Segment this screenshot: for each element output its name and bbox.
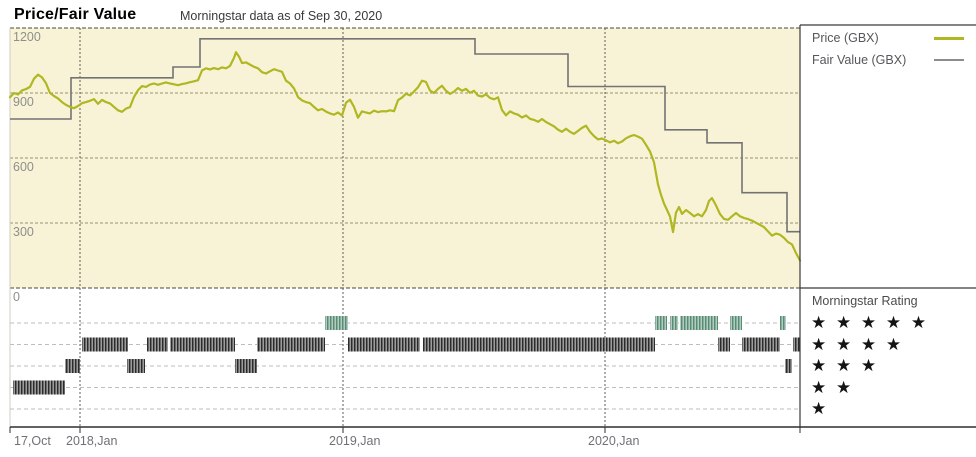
rating-segment-3-star bbox=[65, 359, 80, 373]
rating-segment-5-star bbox=[325, 316, 348, 330]
x-tick-label-2020,Jan: 2020,Jan bbox=[588, 434, 640, 448]
legend-label: Fair Value (GBX) bbox=[812, 53, 907, 67]
rating-segment-5-star bbox=[655, 316, 667, 330]
chart-legend: Price (GBX) Fair Value (GBX) bbox=[812, 27, 964, 71]
rating-row-4-star: ★ ★ ★ ★ bbox=[811, 334, 904, 354]
y-tick-label-900: 900 bbox=[13, 95, 34, 109]
y-tick-label-1200: 1200 bbox=[13, 30, 41, 44]
rating-segment-4-star bbox=[423, 337, 655, 352]
x-tick-label-2019,Jan: 2019,Jan bbox=[329, 434, 381, 448]
y-tick-label-0: 0 bbox=[13, 290, 20, 304]
legend-item-fair-value: Fair Value (GBX) bbox=[812, 49, 964, 71]
rating-segment-4-star bbox=[348, 337, 420, 352]
rating-segment-5-star bbox=[680, 316, 718, 330]
data-as-of-label: Morningstar data as of Sep 30, 2020 bbox=[180, 9, 383, 23]
legend-swatch-line bbox=[934, 36, 964, 40]
legend-swatch-line bbox=[934, 59, 964, 61]
rating-segment-5-star bbox=[780, 316, 786, 330]
rating-row-2-star: ★ ★ bbox=[811, 377, 854, 397]
rating-segment-2-star bbox=[13, 380, 65, 395]
x-tick-label-2018,Jan: 2018,Jan bbox=[66, 434, 118, 448]
rating-segment-4-star bbox=[742, 337, 780, 352]
rating-segment-3-star bbox=[235, 359, 257, 373]
fair-value-line bbox=[10, 38, 800, 233]
x-tick-label-17,Oct: 17,Oct bbox=[14, 434, 51, 448]
rating-row-1-star: ★ bbox=[811, 399, 829, 418]
rating-segment-3-star bbox=[785, 359, 792, 373]
rating-segment-3-star bbox=[127, 359, 145, 373]
rating-segment-4-star bbox=[718, 337, 730, 352]
rating-segment-4-star bbox=[170, 337, 235, 352]
legend-item-price: Price (GBX) bbox=[812, 27, 964, 49]
y-tick-label-600: 600 bbox=[13, 160, 34, 174]
rating-segment-5-star bbox=[730, 316, 742, 330]
rating-row-3-star: ★ ★ ★ bbox=[811, 356, 879, 375]
page-title: Price/Fair Value bbox=[14, 6, 137, 23]
legend-label: Price (GBX) bbox=[812, 31, 879, 45]
y-tick-label-300: 300 bbox=[13, 225, 34, 239]
rating-segment-4-star bbox=[257, 337, 325, 352]
rating-panel-title: Morningstar Rating bbox=[812, 294, 918, 308]
rating-segment-5-star bbox=[670, 316, 678, 330]
rating-segment-4-star bbox=[793, 337, 800, 352]
rating-row-5-star: ★ ★ ★ ★ ★ bbox=[811, 313, 929, 332]
rating-segment-4-star bbox=[82, 337, 128, 352]
rating-segment-4-star bbox=[147, 337, 168, 352]
price-line bbox=[8, 51, 802, 262]
